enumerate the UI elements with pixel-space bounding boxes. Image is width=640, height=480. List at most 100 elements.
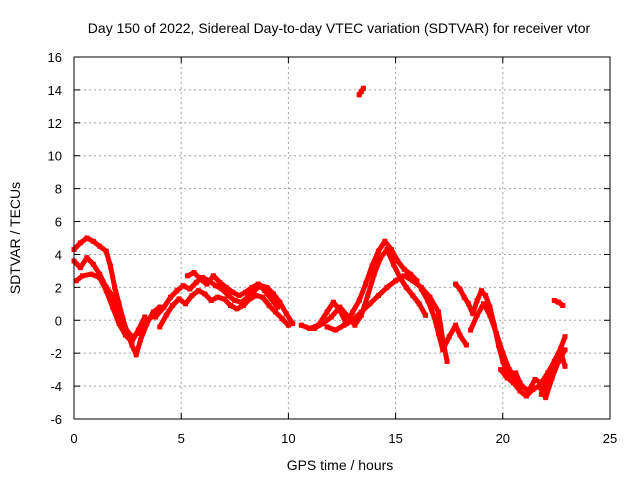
data-point [478,288,484,294]
data-point [103,248,109,254]
data-point [560,303,566,308]
data-point [453,322,459,328]
data-point [393,278,399,284]
x-axis-title: GPS time / hours [287,457,394,473]
y-tick-label: 14 [48,83,62,98]
data-point [545,377,551,382]
data-point [142,321,148,327]
data-point [375,248,381,254]
y-tick-label: 16 [48,50,62,65]
data-point [558,349,564,354]
data-point [356,298,362,303]
chart-title: Day 150 of 2022, Sidereal Day-to-day VTE… [88,20,591,36]
data-point [161,304,167,310]
data-point [330,299,336,305]
data-point [538,380,544,386]
data-point [116,301,122,307]
data-point [221,296,227,302]
data-point [337,304,343,310]
data-point [253,293,259,299]
data-point [333,327,339,333]
tick-marks [73,56,611,420]
data-point [213,283,218,289]
data-point [283,311,289,317]
data-point [500,350,506,356]
series-trace-11 [418,286,469,353]
data-point [270,291,276,297]
data-point [414,278,420,284]
y-tick-label: 12 [48,116,62,131]
data-point [116,309,122,315]
data-point [382,238,388,244]
data-point [264,284,270,290]
data-point [551,360,557,366]
data-point [176,296,182,302]
data-point [97,243,103,249]
data-point [107,263,113,269]
data-point [463,342,469,348]
x-tick-labels: 0 5 10 15 20 25 [70,431,617,446]
data-point [466,301,471,307]
data-point [403,284,409,290]
data-point [193,279,199,285]
data-point [247,296,253,302]
data-point [356,92,362,98]
data-point [410,278,416,284]
data-point [84,235,90,241]
data-point [511,380,516,386]
data-point [446,334,452,340]
data-point [174,288,180,294]
data-point [558,345,564,351]
data-point [371,271,377,277]
series-line [153,275,296,327]
y-tick-label: 0 [55,313,62,328]
data-point [487,304,493,310]
data-point [268,296,274,302]
series-trace-1 [71,235,163,358]
data-point [133,352,139,358]
data-point [549,375,555,381]
data-point [506,367,512,373]
y-tick-label: 6 [55,215,62,230]
data-point [341,322,347,328]
data-point [375,293,381,299]
data-point [195,288,201,294]
data-point [185,273,191,279]
data-point [148,314,154,320]
data-point [84,255,90,261]
data-point [388,247,394,252]
data-point [223,284,229,290]
data-point [474,312,480,318]
data-point [135,327,141,333]
data-point [436,330,441,336]
y-tick-label: -4 [50,379,62,394]
data-point [202,291,208,297]
data-point [157,304,163,310]
data-point [556,358,561,364]
data-point [123,326,128,331]
series-trace-3 [73,271,148,345]
data-point [408,271,414,277]
data-point [483,293,489,299]
data-point [378,255,384,261]
data-point [285,322,291,328]
y-tick-label: 10 [48,149,62,164]
data-point [367,301,373,307]
data-point [350,309,356,315]
data-point [138,337,143,343]
data-point [352,322,358,328]
data-point [307,326,313,331]
data-point [180,283,186,289]
data-point [532,377,538,382]
data-point [88,271,94,277]
data-point [97,271,103,277]
y-tick-label: -2 [50,346,62,361]
data-point [219,286,225,292]
data-point [427,294,433,300]
data-point [279,316,285,322]
data-point [153,314,158,320]
data-point [262,288,268,294]
data-point [440,347,446,353]
x-tick-label: 10 [281,431,295,446]
